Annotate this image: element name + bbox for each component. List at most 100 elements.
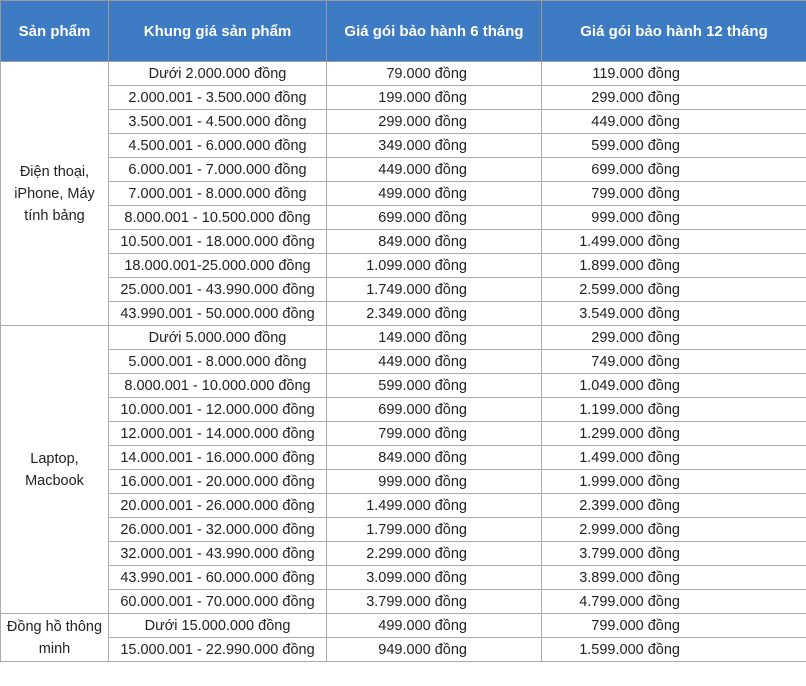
product-cell: Điện thoại, iPhone, Máy tính bảng (0, 61, 109, 326)
row: 5.000.001 - 8.000.000 đồng 449.000 đồng 74… (1, 349, 806, 374)
price-range: 7.000.001 - 8.000.000 đồng (108, 181, 327, 206)
price-range: 16.000.001 - 20.000.000 đồng (108, 469, 327, 494)
price-6-months: 149.000 đồng (326, 325, 542, 350)
price-range: Dưới 2.000.000 đồng (108, 61, 327, 86)
price-12-months: 299.000 đồng (541, 325, 806, 350)
price-range: Dưới 15.000.000 đồng (108, 613, 327, 638)
price-range: 8.000.001 - 10.500.000 đồng (108, 205, 327, 230)
price-12-months: 1.499.000 đồng (541, 229, 806, 254)
price-6-months: 2.299.000 đồng (326, 541, 542, 566)
row: 2.000.001 - 3.500.000 đồng 199.000 đồng 29… (1, 85, 806, 110)
row: 10.000.001 - 12.000.000 đồng 699.000 đồng… (1, 397, 806, 422)
price-12-months: 2.399.000 đồng (541, 493, 806, 518)
price-6-months: 849.000 đồng (326, 445, 542, 470)
row: 32.000.001 - 43.990.000 đồng 2.299.000 đồ… (1, 541, 806, 566)
price-range: 2.000.001 - 3.500.000 đồng (108, 85, 327, 110)
row: 4.500.001 - 6.000.000 đồng 349.000 đồng 59… (1, 133, 806, 158)
row: Laptop, Macbook Dưới 5.000.000 đồng 149.00… (0, 325, 806, 614)
row: Điện thoại, iPhone, Máy tính bảng Dưới 2.… (0, 61, 806, 326)
price-6-months: 299.000 đồng (326, 109, 542, 134)
price-12-months: 2.999.000 đồng (541, 517, 806, 542)
price-12-months: 4.799.000 đồng (541, 589, 806, 614)
price-range: 43.990.001 - 50.000.000 đồng (108, 301, 327, 326)
price-6-months: 599.000 đồng (326, 373, 542, 398)
price-12-months: 299.000 đồng (541, 85, 806, 110)
price-range: 10.500.001 - 18.000.000 đồng (108, 229, 327, 254)
product-cell: Đồng hồ thông minh (0, 613, 109, 662)
price-12-months: 449.000 đồng (541, 109, 806, 134)
price-6-months: 999.000 đồng (326, 469, 542, 494)
row: 8.000.001 - 10.500.000 đồng 699.000 đồng 9… (1, 205, 806, 230)
price-6-months: 849.000 đồng (326, 229, 542, 254)
price-range: 25.000.001 - 43.990.000 đồng (108, 277, 327, 302)
price-6-months: 449.000 đồng (326, 157, 542, 182)
header-row: Sản phẩm Khung giá sản phẩm Giá gói bảo hà… (0, 0, 806, 62)
price-6-months: 499.000 đồng (326, 613, 542, 638)
price-12-months: 1.999.000 đồng (541, 469, 806, 494)
price-12-months: 1.499.000 đồng (541, 445, 806, 470)
price-12-months: 799.000 đồng (541, 613, 806, 638)
price-12-months: 1.299.000 đồng (541, 421, 806, 446)
price-range: 60.000.001 - 70.000.000 đồng (108, 589, 327, 614)
warranty-table: Sản phẩm Khung giá sản phẩm Giá gói bảo hà… (0, 0, 806, 662)
price-12-months: 599.000 đồng (541, 133, 806, 158)
price-range: 12.000.001 - 14.000.000 đồng (108, 421, 327, 446)
price-range: 43.990.001 - 60.000.000 đồng (108, 565, 327, 590)
price-6-months: 199.000 đồng (326, 85, 542, 110)
price-6-months: 1.499.000 đồng (326, 493, 542, 518)
price-12-months: 799.000 đồng (541, 181, 806, 206)
price-6-months: 799.000 đồng (326, 421, 542, 446)
price-6-months: 3.099.000 đồng (326, 565, 542, 590)
price-12-months: 699.000 đồng (541, 157, 806, 182)
price-6-months: 949.000 đồng (326, 637, 542, 662)
price-range: 32.000.001 - 43.990.000 đồng (108, 541, 327, 566)
row: 26.000.001 - 32.000.000 đồng 1.799.000 đồ… (1, 517, 806, 542)
price-range: 26.000.001 - 32.000.000 đồng (108, 517, 327, 542)
header-cell: Sản phẩm (0, 0, 109, 62)
price-6-months: 699.000 đồng (326, 397, 542, 422)
price-6-months: 449.000 đồng (326, 349, 542, 374)
price-6-months: 3.799.000 đồng (326, 589, 542, 614)
price-range: 8.000.001 - 10.000.000 đồng (108, 373, 327, 398)
price-6-months: 79.000 đồng (326, 61, 542, 86)
price-6-months: 1.099.000 đồng (326, 253, 542, 278)
row: 43.990.001 - 50.000.000 đồng 2.349.000 đồ… (1, 301, 806, 326)
price-6-months: 1.799.000 đồng (326, 517, 542, 542)
row: 7.000.001 - 8.000.000 đồng 499.000 đồng 79… (1, 181, 806, 206)
row: 8.000.001 - 10.000.000 đồng 599.000 đồng 1… (1, 373, 806, 398)
price-12-months: 1.599.000 đồng (541, 637, 806, 662)
price-range: 5.000.001 - 8.000.000 đồng (108, 349, 327, 374)
row: Đồng hồ thông minh Dưới 15.000.000 đồng 49… (0, 613, 806, 662)
row: 3.500.001 - 4.500.000 đồng 299.000 đồng 44… (1, 109, 806, 134)
price-range: 4.500.001 - 6.000.000 đồng (108, 133, 327, 158)
price-12-months: 1.199.000 đồng (541, 397, 806, 422)
header-cell: Khung giá sản phẩm (108, 0, 327, 62)
price-range: 20.000.001 - 26.000.000 đồng (108, 493, 327, 518)
price-12-months: 3.899.000 đồng (541, 565, 806, 590)
price-12-months: 3.549.000 đồng (541, 301, 806, 326)
price-6-months: 499.000 đồng (326, 181, 542, 206)
price-12-months: 2.599.000 đồng (541, 277, 806, 302)
price-12-months: 119.000 đồng (541, 61, 806, 86)
row: 6.000.001 - 7.000.000 đồng 449.000 đồng 69… (1, 157, 806, 182)
price-6-months: 2.349.000 đồng (326, 301, 542, 326)
price-6-months: 699.000 đồng (326, 205, 542, 230)
header-cell: Giá gói bảo hành 12 tháng (541, 0, 806, 62)
product-cell: Laptop, Macbook (0, 325, 109, 614)
price-12-months: 749.000 đồng (541, 349, 806, 374)
row: 25.000.001 - 43.990.000 đồng 1.749.000 đồ… (1, 277, 806, 302)
row: 10.500.001 - 18.000.000 đồng 849.000 đồng… (1, 229, 806, 254)
row: 43.990.001 - 60.000.000 đồng 3.099.000 đồ… (1, 565, 806, 590)
row: 12.000.001 - 14.000.000 đồng 799.000 đồng… (1, 421, 806, 446)
header-cell: Giá gói bảo hành 6 tháng (326, 0, 542, 62)
price-12-months: 999.000 đồng (541, 205, 806, 230)
row: 16.000.001 - 20.000.000 đồng 999.000 đồng… (1, 469, 806, 494)
price-range: 6.000.001 - 7.000.000 đồng (108, 157, 327, 182)
price-12-months: 1.899.000 đồng (541, 253, 806, 278)
price-6-months: 1.749.000 đồng (326, 277, 542, 302)
price-range: Dưới 5.000.000 đồng (108, 325, 327, 350)
row: 60.000.001 - 70.000.000 đồng 3.799.000 đồ… (1, 589, 806, 614)
price-12-months: 3.799.000 đồng (541, 541, 806, 566)
row: 15.000.001 - 22.990.000 đồng 949.000 đồng… (1, 637, 806, 662)
row: 18.000.001-25.000.000 đồng 1.099.000 đồng… (1, 253, 806, 278)
